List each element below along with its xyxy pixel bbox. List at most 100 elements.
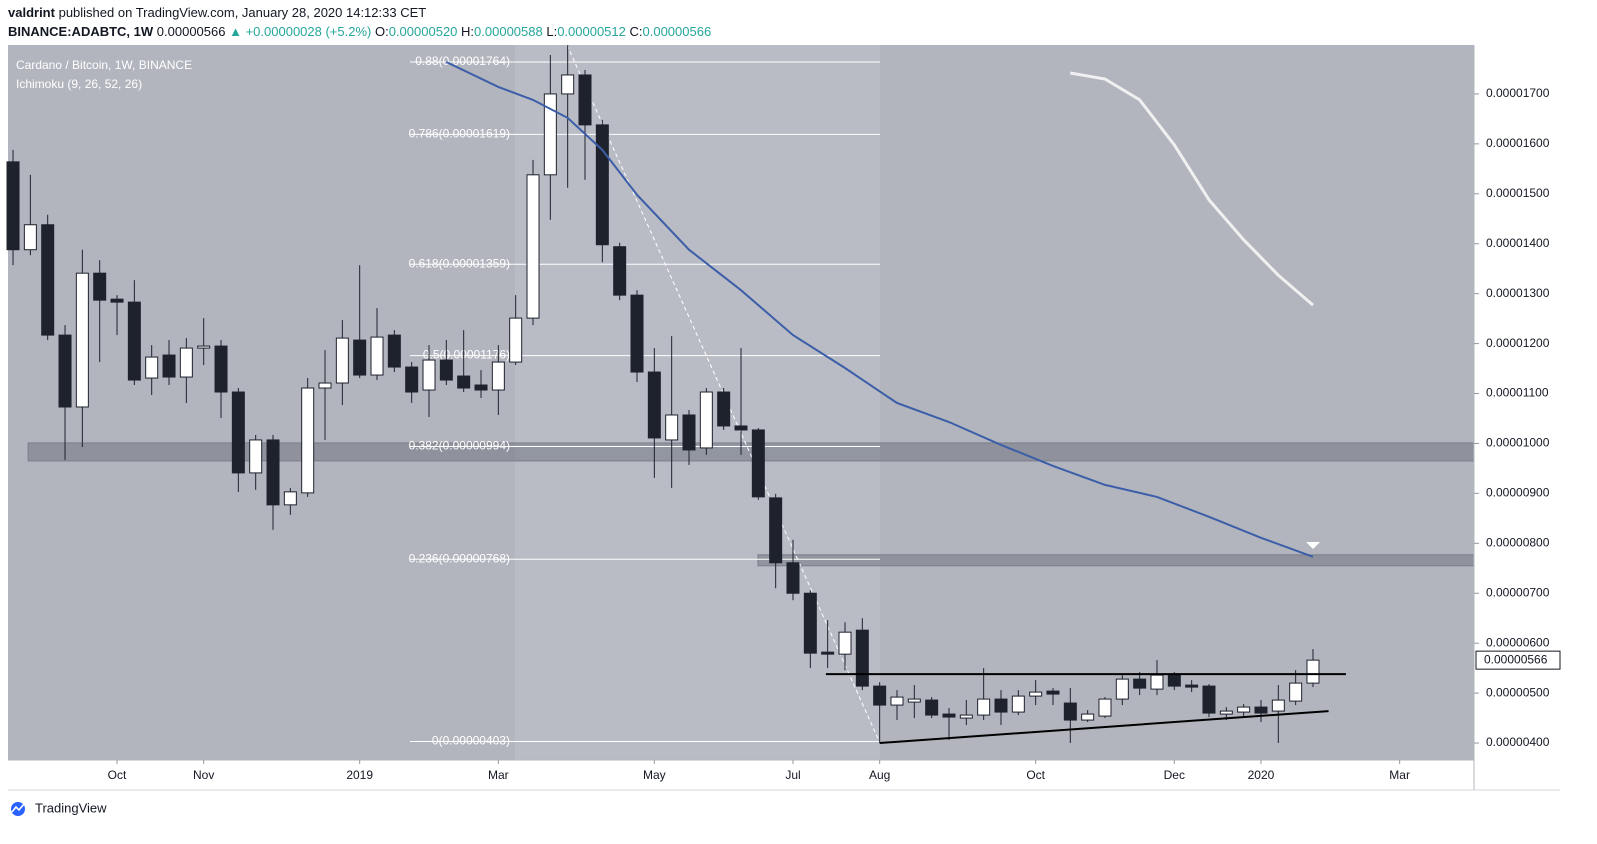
- x-tick-label: 2020: [1248, 768, 1275, 782]
- x-tick-label: May: [643, 768, 666, 782]
- candle-body: [93, 272, 107, 301]
- x-tick-label: Nov: [193, 768, 214, 782]
- price-marker: [1475, 650, 1561, 670]
- candle-body: [387, 334, 401, 368]
- zone: [27, 442, 1475, 462]
- candle-body: [1133, 678, 1147, 689]
- candle-body: [127, 301, 141, 381]
- y-tick-label: 0.00000500: [1486, 685, 1550, 699]
- published: published on TradingView.com, January 28…: [59, 5, 427, 20]
- x-tick-label: Oct: [1026, 768, 1045, 782]
- y-tick-label: 0.00000800: [1486, 535, 1550, 549]
- l-label: L:: [546, 24, 557, 39]
- y-tick-label: 0.00001300: [1486, 286, 1550, 300]
- candle-body: [75, 272, 89, 408]
- indicator-label: Ichimoku (9, 26, 52, 26): [16, 77, 142, 91]
- h: 0.00000588: [474, 24, 543, 39]
- candle-body: [1202, 685, 1216, 714]
- candle-body: [1219, 710, 1233, 715]
- candle-body: [578, 74, 592, 126]
- logo-glyph: [11, 803, 25, 813]
- y-tick-label: 0.00000600: [1486, 635, 1550, 649]
- change: ▲ +0.00000028 (+5.2%): [229, 24, 371, 39]
- author: valdrint: [8, 5, 56, 20]
- fib-label: 0.786(0.00001619): [409, 127, 510, 141]
- candle-body: [179, 347, 193, 378]
- symbol-line: BINANCE:ADABTC, 1W 0.00000566 ▲ +0.00000…: [8, 24, 711, 39]
- candle-body: [699, 391, 713, 449]
- trendline: [879, 710, 1329, 745]
- candle-body: [838, 631, 852, 655]
- y-tick-label: 0.00000400: [1486, 735, 1550, 749]
- y-tick-label: 0.00001500: [1486, 186, 1550, 200]
- x-tick-label: Mar: [488, 768, 509, 782]
- candle-body: [1254, 706, 1268, 714]
- y-tick-label: 0.00001100: [1486, 386, 1549, 400]
- candle-body: [58, 334, 72, 408]
- candle-body: [197, 345, 211, 349]
- o: 0.00000520: [389, 24, 458, 39]
- price-marker-label: 0.00000566: [1484, 652, 1548, 666]
- brand: TradingView: [35, 800, 107, 815]
- candle-body: [318, 382, 332, 389]
- candle-body: [613, 246, 627, 296]
- candle-body: [1063, 702, 1077, 721]
- candle-body: [335, 337, 349, 384]
- candle-body: [110, 298, 124, 303]
- candle-body: [821, 651, 835, 655]
- candle-body: [1150, 674, 1164, 690]
- candle-body: [1046, 690, 1060, 695]
- candle-body: [1237, 706, 1251, 713]
- y-tick-label: 0.00000900: [1486, 486, 1550, 500]
- candle-body: [1271, 699, 1285, 712]
- candle-body: [266, 439, 280, 506]
- candle-body: [665, 414, 679, 441]
- candle-body: [283, 491, 297, 506]
- candle-body: [491, 361, 505, 391]
- candle-body: [803, 592, 817, 654]
- candle-body: [1098, 698, 1112, 717]
- fib-label: 0.5(0.00001176): [423, 348, 510, 362]
- candle-body: [543, 93, 557, 176]
- alert-marker: [1306, 542, 1320, 549]
- y-tick-label: 0.00001700: [1486, 86, 1550, 100]
- x-tick-label: Oct: [108, 768, 127, 782]
- candle-body: [457, 375, 471, 389]
- candle-body: [751, 429, 765, 498]
- fib-label: 0.382(0.00000994): [409, 439, 510, 453]
- candle-body: [682, 414, 696, 451]
- x-tick-label: Jul: [785, 768, 800, 782]
- y-tick-label: 0.00001600: [1486, 136, 1550, 150]
- fib-area: [515, 45, 880, 760]
- candle-body: [474, 384, 488, 391]
- candle-body: [942, 713, 956, 718]
- candle-body: [231, 391, 245, 474]
- candle-body: [1081, 713, 1095, 721]
- candle-body: [370, 336, 384, 376]
- candle-body: [6, 161, 20, 251]
- x-tick-label: Dec: [1164, 768, 1185, 782]
- candle-body: [41, 224, 55, 336]
- y-tick-label: 0.00000700: [1486, 585, 1550, 599]
- candle-body: [717, 391, 731, 427]
- candle-body: [1115, 678, 1129, 700]
- candle-body: [977, 698, 991, 716]
- candle-body: [925, 699, 939, 716]
- candle-body: [422, 359, 436, 391]
- candle-body: [439, 359, 453, 381]
- candle-body: [405, 366, 419, 393]
- chart-title: Cardano / Bitcoin, 1W, BINANCE: [16, 58, 192, 72]
- candle-body: [1167, 674, 1181, 687]
- x-tick-label: 2019: [346, 768, 373, 782]
- candle-body: [994, 698, 1008, 713]
- candle-body: [145, 356, 159, 379]
- candle-body: [873, 685, 887, 706]
- candle-body: [561, 74, 575, 95]
- candle-body: [630, 294, 644, 373]
- candle-body: [1306, 659, 1320, 684]
- plot: 0.88(0.00001764) 0.786(0.00001619) 0.618(0…: [6, 44, 1475, 748]
- candle-body: [595, 124, 609, 246]
- indicator-line: [445, 61, 1314, 558]
- zone: [757, 554, 1475, 567]
- candle-body: [509, 317, 523, 363]
